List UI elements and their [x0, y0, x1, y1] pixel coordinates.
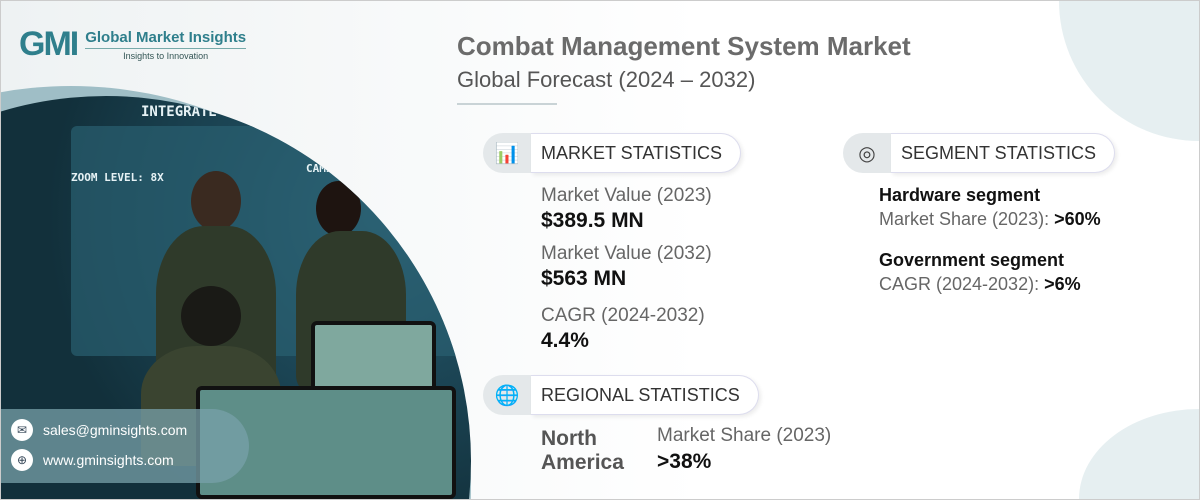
person-head: [191, 171, 241, 231]
decor-circle: [1059, 1, 1199, 141]
person-head: [181, 286, 241, 346]
stat-value: $563 MN: [541, 267, 627, 290]
regional-statistics-header: 🌐 REGIONAL STATISTICS: [483, 375, 759, 415]
stat-label: Market Share (2023): [657, 425, 832, 446]
website-link[interactable]: ⊕ www.gminsights.com: [11, 445, 249, 475]
divider: [457, 103, 557, 105]
email-link[interactable]: ✉ sales@gminsights.com: [11, 415, 249, 445]
segment-title: Government segment: [879, 250, 1065, 270]
segment-title: Hardware segment: [879, 185, 1041, 205]
decor-circle: [1079, 409, 1199, 499]
email-icon: ✉: [11, 419, 33, 441]
stat-label: Market Value (2032): [541, 243, 712, 264]
contact-panel: ✉ sales@gminsights.com ⊕ www.gminsights.co…: [1, 409, 249, 483]
target-chart-icon: ◎: [843, 133, 891, 173]
stat-value: $389.5 MN: [541, 209, 644, 232]
region-name: North America: [541, 427, 624, 474]
page-subtitle: Global Forecast (2024 – 2032): [457, 67, 756, 92]
stat-label: Market Value (2023): [541, 185, 712, 206]
hud-label: ZOOM LEVEL: 8X: [71, 171, 164, 184]
globe-icon: ⊕: [11, 449, 33, 471]
stat-label: CAGR (2024-2032): [541, 305, 705, 326]
stat-value: >38%: [657, 450, 712, 473]
gmi-logo[interactable]: GMI Global Market Insights Insights to I…: [19, 25, 247, 63]
segment-statistics-header: ◎ SEGMENT STATISTICS: [843, 133, 1116, 173]
hud-label: INTEGRATE: [141, 104, 217, 120]
market-statistics-header: 📊 MARKET STATISTICS: [483, 133, 742, 173]
page-title: Combat Management System Market: [457, 31, 911, 61]
chart-globe-icon: 📊: [483, 133, 531, 173]
stat-value: 4.4%: [541, 329, 589, 352]
segment-stat: Market Share (2023): >60%: [879, 209, 1101, 229]
segment-stat: CAGR (2024-2032): >6%: [879, 274, 1081, 294]
globe-icon: 🌐: [483, 375, 531, 415]
